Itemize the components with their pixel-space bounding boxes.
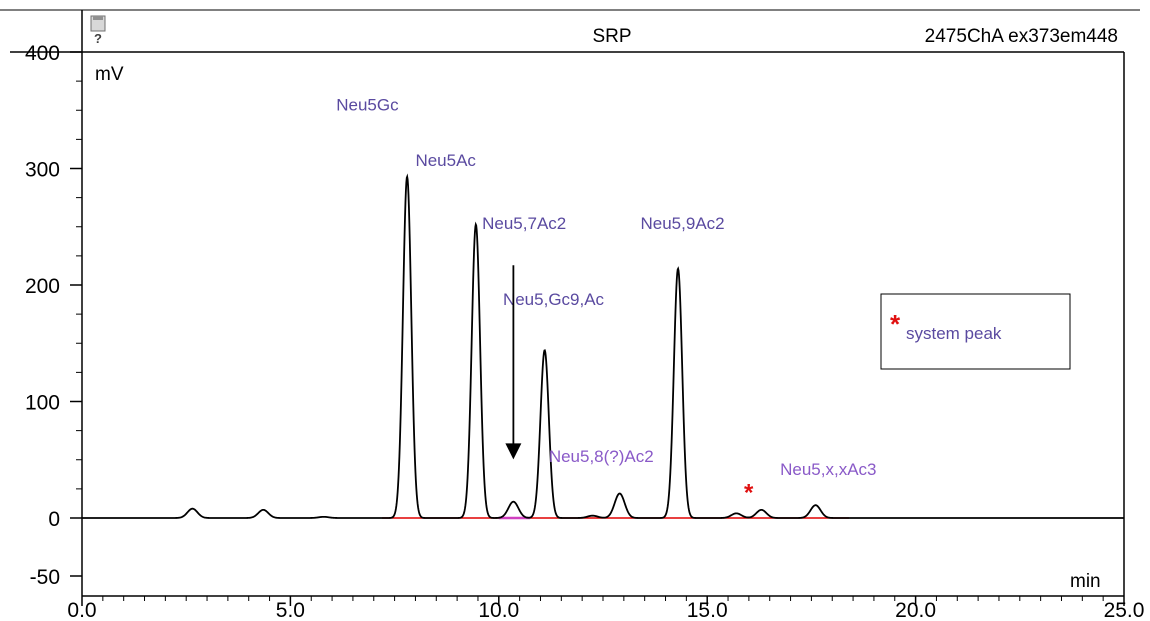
y-axis-unit: mV <box>95 64 124 85</box>
x-axis-unit: min <box>1070 571 1101 592</box>
peak-label: Neu5,x,xAc3 <box>780 460 876 479</box>
svg-text:?: ? <box>94 31 102 46</box>
x-tick-label: 20.0 <box>895 599 936 621</box>
x-tick-label: 15.0 <box>687 599 728 621</box>
channel-label: 2475ChA ex373em448 <box>925 26 1118 47</box>
y-tick-label: 400 <box>25 42 60 65</box>
peak-label: Neu5Ac <box>415 151 476 170</box>
legend: * system peak <box>880 293 1071 370</box>
x-axis: 0.0 5.0 10.0 15.0 20.0 25.0 <box>67 596 1144 621</box>
y-tick-label: 100 <box>25 392 60 415</box>
system-peak-marker: * <box>744 480 754 507</box>
peak-label: Neu5Gc <box>336 95 399 114</box>
y-tick-label: 200 <box>25 275 60 298</box>
chart-title: SRP <box>592 26 631 47</box>
legend-box <box>880 293 1071 370</box>
peak-label: Neu5,9Ac2 <box>641 214 725 233</box>
peak-label: Neu5,7Ac2 <box>482 214 566 233</box>
arrow-head <box>505 443 522 460</box>
x-tick-label: 25.0 <box>1104 599 1145 621</box>
x-tick-label: 5.0 <box>276 599 305 621</box>
peak-arrow <box>505 265 522 460</box>
help-icon[interactable]: ? <box>90 15 106 46</box>
legend-symbol: * <box>890 309 901 339</box>
peak-label: Neu5,8(?)Ac2 <box>549 447 654 466</box>
y-tick-label: -50 <box>30 566 60 589</box>
legend-label: system peak <box>906 324 1002 343</box>
x-tick-label: 0.0 <box>67 599 96 621</box>
y-tick-label: 0 <box>48 508 60 531</box>
y-tick-label: 300 <box>25 159 60 182</box>
x-tick-label: 10.0 <box>478 599 519 621</box>
chromatogram-trace <box>82 173 1124 519</box>
peak-label: Neu5,Gc9,Ac <box>503 290 605 309</box>
y-axis: -50 0 100 200 300 400 <box>25 42 82 589</box>
peak-annotations: Neu5Gc Neu5Ac Neu5,7Ac2 Neu5,9Ac2 Neu5,Gc9,A… <box>336 95 876 479</box>
